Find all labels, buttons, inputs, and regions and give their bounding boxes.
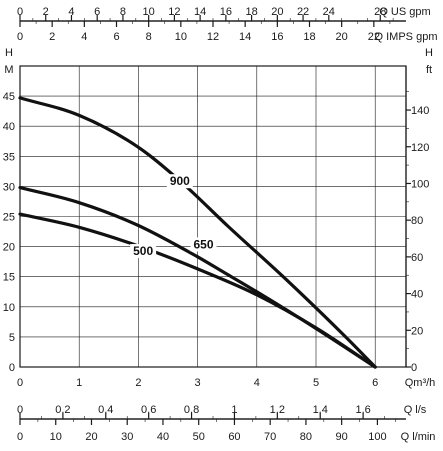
- aux-axis-tick-label: 8: [146, 31, 152, 43]
- y-left-tick-label: 40: [3, 121, 15, 133]
- curve-900: [18, 96, 377, 369]
- y-right-title: H: [425, 47, 433, 59]
- y-left-tick-label: 35: [3, 151, 15, 163]
- y-left-tick-label: 5: [9, 332, 15, 344]
- aux-axis-tick-label: 18: [245, 6, 257, 18]
- curve-label-500: 500: [133, 244, 153, 258]
- aux-axis-tick-label: 22: [368, 31, 380, 43]
- aux-axis-tick-label: 10: [143, 6, 155, 18]
- grid-layer: [20, 66, 406, 367]
- y-right-unit: ft: [426, 64, 432, 76]
- aux-axis-tick-label: 1,2: [270, 404, 285, 416]
- aux-axis-tick-label: 20: [336, 31, 348, 43]
- aux-axis-tick-label: 12: [207, 31, 219, 43]
- aux-axis-tick-label: 4: [81, 31, 87, 43]
- aux-axis-tick-label: 12: [168, 6, 180, 18]
- y-right-tick-label: 0: [411, 362, 417, 374]
- aux-axis-unit-label: Q l/min: [401, 431, 436, 443]
- aux-axis-tick-label: 14: [239, 31, 251, 43]
- axes-layer: HM051015202530354045Hft02040608010012014…: [3, 6, 438, 443]
- curve-500: [18, 212, 377, 369]
- y-right-tick-label: 80: [411, 215, 423, 227]
- curve-label-650: 650: [194, 237, 214, 251]
- aux-axis-tick-label: 0: [17, 6, 23, 18]
- aux-axis-tick-label: 10: [175, 31, 187, 43]
- y-right-tick-label: 40: [411, 289, 423, 301]
- aux-axis-tick-label: 28: [374, 6, 386, 18]
- aux-axis-tick-label: 10: [50, 431, 62, 443]
- y-left-tick-label: 15: [3, 272, 15, 284]
- curves-layer: [18, 96, 377, 369]
- aux-axis-tick-label: 14: [194, 6, 206, 18]
- aux-axis-tick-label: 22: [297, 6, 309, 18]
- aux-axis-unit-label: Q IMPS gpm: [375, 31, 438, 43]
- curve-label-bg: [130, 244, 157, 259]
- aux-axis-tick-label: 1,6: [355, 404, 370, 416]
- curve-label-900: 900: [170, 174, 190, 188]
- aux-axis-tick-label: 30: [121, 431, 133, 443]
- aux-axis-tick-label: 20: [271, 6, 283, 18]
- y-right-tick-label: 20: [411, 325, 423, 337]
- y-right-tick-label: 140: [411, 105, 429, 117]
- aux-axis-tick-label: 50: [193, 431, 205, 443]
- aux-axis-tick-label: 20: [85, 431, 97, 443]
- y-right-tick-label: 100: [411, 178, 429, 190]
- x-tick-label: 5: [313, 377, 319, 389]
- aux-axis-tick-label: 24: [323, 6, 335, 18]
- x-tick-label: 0: [17, 377, 23, 389]
- aux-axis-tick-label: 16: [271, 31, 283, 43]
- y-right-tick-label: 120: [411, 142, 429, 154]
- y-right-tick-label: 60: [411, 252, 423, 264]
- aux-axis-tick-label: 18: [303, 31, 315, 43]
- aux-axis-tick-label: 0,6: [141, 404, 156, 416]
- y-left-tick-label: 20: [3, 242, 15, 254]
- curve-label-bg: [166, 174, 193, 189]
- aux-axis-tick-label: 2: [49, 31, 55, 43]
- aux-axis-tick-label: 2: [43, 6, 49, 18]
- aux-axis-tick-label: 1: [231, 404, 237, 416]
- aux-axis-tick-label: 0: [17, 404, 23, 416]
- aux-axis-unit-label: Q US gpm: [379, 6, 430, 18]
- aux-axis-tick-label: 16: [220, 6, 232, 18]
- y-left-unit: M: [4, 64, 13, 76]
- curve-label-bg: [190, 237, 217, 252]
- aux-axis-tick-label: 90: [336, 431, 348, 443]
- x-tick-label: 1: [76, 377, 82, 389]
- x-tick-label: 2: [135, 377, 141, 389]
- aux-axis-unit-label: Q l/s: [404, 404, 427, 416]
- y-left-tick-label: 25: [3, 212, 15, 224]
- aux-axis-tick-label: 0,4: [98, 404, 113, 416]
- aux-axis-tick-label: 80: [300, 431, 312, 443]
- x-tick-label: 4: [254, 377, 260, 389]
- aux-axis-tick-label: 0: [17, 431, 23, 443]
- aux-axis-tick-label: 40: [157, 431, 169, 443]
- y-left-title: H: [5, 47, 13, 59]
- aux-axis-tick-label: 6: [94, 6, 100, 18]
- aux-axis-tick-label: 0,2: [55, 404, 70, 416]
- aux-axis-tick-label: 70: [264, 431, 276, 443]
- aux-axis-tick-label: 60: [228, 431, 240, 443]
- aux-axis-tick-label: 8: [120, 6, 126, 18]
- labels-layer: 900 650 500: [130, 174, 217, 259]
- aux-axis-tick-label: 6: [113, 31, 119, 43]
- x-tick-label: 3: [195, 377, 201, 389]
- y-left-tick-label: 30: [3, 181, 15, 193]
- y-left-tick-label: 45: [3, 91, 15, 103]
- x-tick-label: 6: [372, 377, 378, 389]
- aux-axis-tick-label: 1,4: [313, 404, 328, 416]
- aux-axis-tick-label: 4: [68, 6, 74, 18]
- aux-axis-tick-label: 0: [17, 31, 23, 43]
- aux-axis-tick-label: 100: [368, 431, 386, 443]
- y-left-tick-label: 10: [3, 302, 15, 314]
- y-left-tick-label: 0: [9, 362, 15, 374]
- aux-axis-tick-label: 0,8: [184, 404, 199, 416]
- x-unit-label: Qm³/h: [405, 377, 436, 389]
